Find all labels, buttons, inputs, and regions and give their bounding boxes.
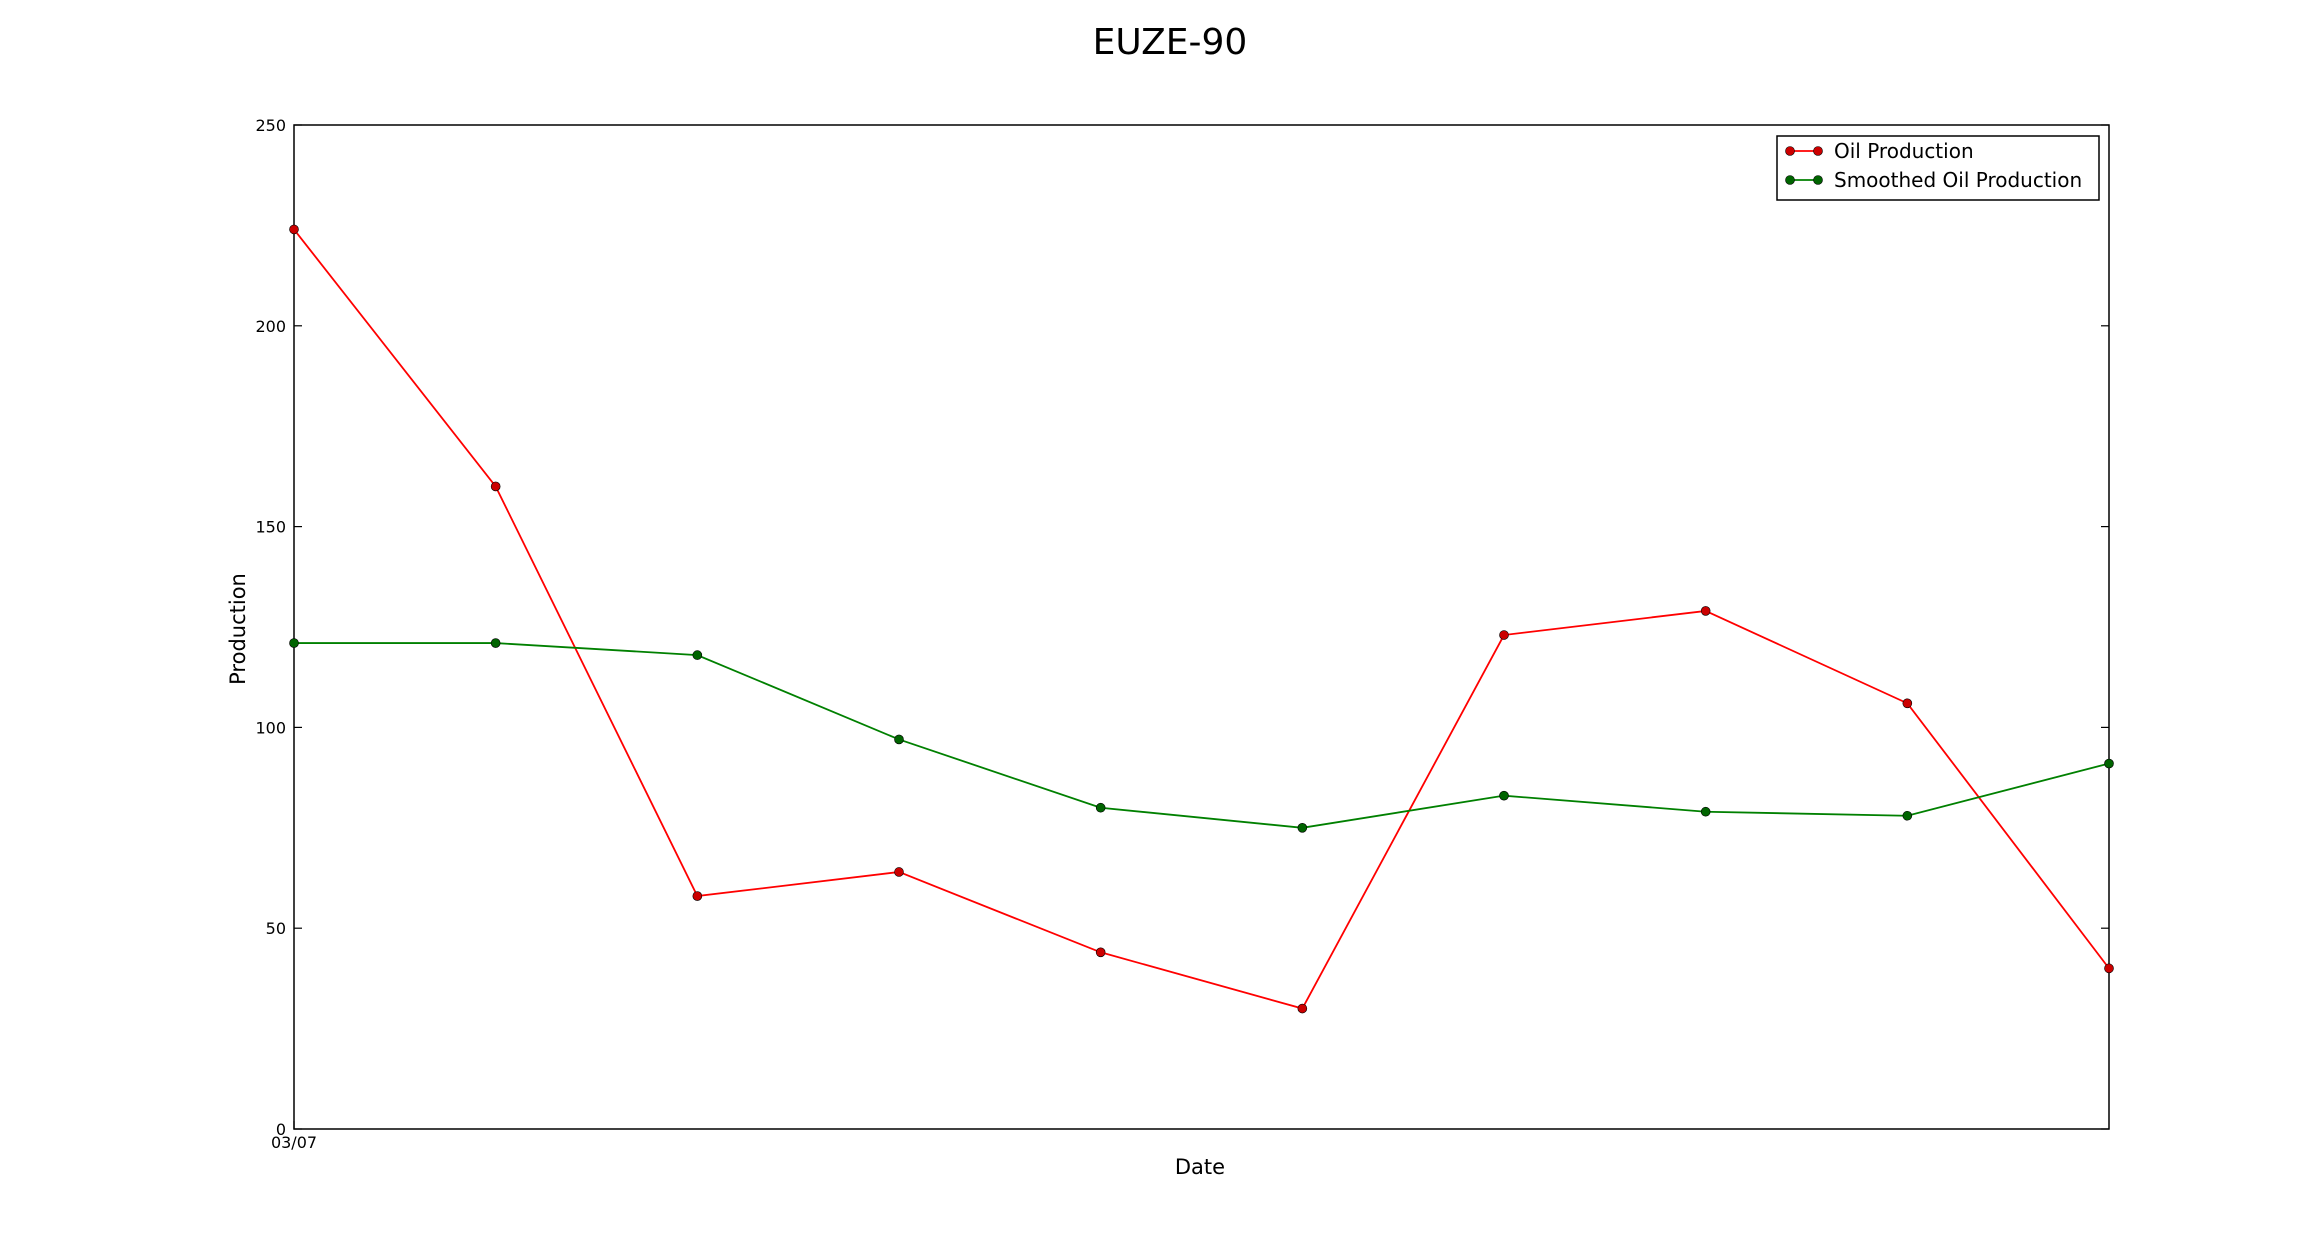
y-tick-label: 150 [255,518,286,537]
legend-label: Oil Production [1834,139,1974,163]
y-axis-label: Production [226,573,250,685]
data-point-smoothed-oil-production [1902,810,1913,821]
legend-item-smoothed-oil-production: Smoothed Oil Production [1785,168,2082,192]
data-point-oil-production [2104,963,2114,974]
data-point-smoothed-oil-production [1095,802,1106,813]
series-layer [289,224,2114,1014]
legend-swatch-marker [1813,175,1823,185]
x-axis-ticks: 03/07 [271,1121,317,1152]
y-tick-label: 250 [255,116,286,135]
data-point-oil-production [1902,698,1913,709]
data-point-smoothed-oil-production [1297,822,1308,833]
y-tick-label: 200 [255,317,286,336]
legend-label: Smoothed Oil Production [1834,168,2082,192]
legend-items: Oil Production Smoothed Oil Production [1785,139,2082,192]
legend-swatch-marker [1785,175,1795,185]
data-point-oil-production [1499,630,1509,640]
series-line-smoothed-oil-production [294,642,2110,829]
data-point-smoothed-oil-production [1700,806,1711,817]
x-tick-label: 03/07 [271,1133,317,1152]
legend-item-oil-production: Oil Production [1785,139,1974,163]
legend: Oil Production Smoothed Oil Production [1776,135,2100,201]
data-point-oil-production [1095,947,1106,958]
y-axis-ticks: 0 50 100 150 200 250 [255,116,2109,1139]
data-point-smoothed-oil-production [1499,790,1509,801]
data-point-smoothed-oil-production [2104,758,2114,769]
data-point-oil-production [1297,1003,1308,1014]
x-axis-label: Date [1175,1155,1225,1179]
legend-swatch-marker [1813,146,1823,156]
plot-area-frame [293,124,2110,1130]
data-point-oil-production [289,224,299,235]
data-point-smoothed-oil-production [289,638,299,648]
data-point-oil-production [490,481,501,492]
series-line-oil-production [293,228,2110,1010]
data-point-smoothed-oil-production [490,638,501,648]
y-tick-label: 100 [255,718,286,737]
data-point-smoothed-oil-production [894,734,904,745]
chart-title: EUZE-90 [1093,22,1248,63]
y-tick-label: 50 [266,919,286,938]
legend-frame [1776,135,2100,201]
data-point-smoothed-oil-production [692,650,703,660]
legend-swatch-marker [1785,146,1795,156]
y-tick-label: 0 [276,1120,286,1139]
data-point-oil-production [894,867,904,877]
data-point-oil-production [692,891,703,901]
data-point-oil-production [1700,606,1711,616]
